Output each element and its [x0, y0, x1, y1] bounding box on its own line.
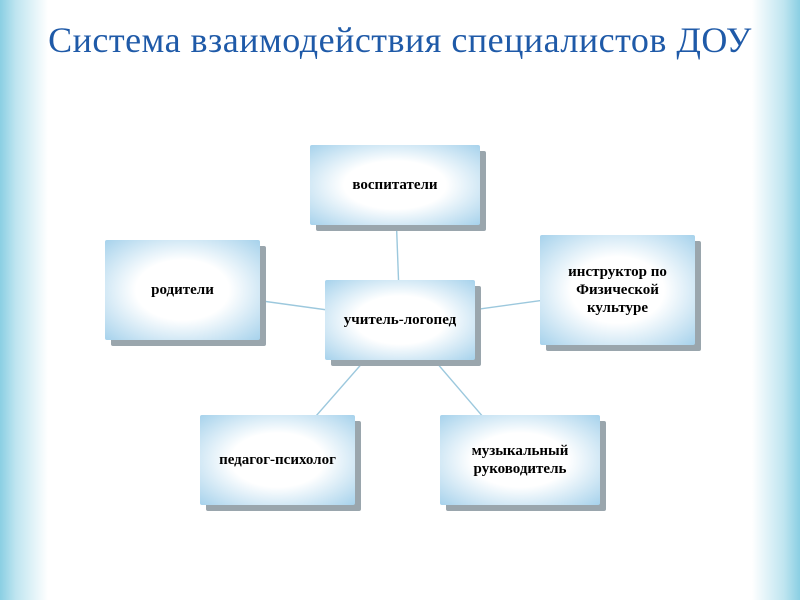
- diagram-canvas: учитель-логопед воспитатели инструктор по …: [0, 0, 800, 600]
- diagram-node-left: родители: [105, 240, 260, 340]
- diagram-node-bottom_left: педагог-психолог: [200, 415, 355, 505]
- node-label: родители: [151, 281, 214, 299]
- diagram-node-center: учитель-логопед: [325, 280, 475, 360]
- node-face: музыкальный руководитель: [440, 415, 600, 505]
- node-label: педагог-психолог: [219, 451, 336, 469]
- diagram-node-right: инструктор по Физической культуре: [540, 235, 695, 345]
- node-face: учитель-логопед: [325, 280, 475, 360]
- diagram-node-bottom_right: музыкальный руководитель: [440, 415, 600, 505]
- node-face: родители: [105, 240, 260, 340]
- node-label: воспитатели: [352, 176, 437, 194]
- diagram-node-top: воспитатели: [310, 145, 480, 225]
- node-face: педагог-психолог: [200, 415, 355, 505]
- node-label: инструктор по Физической культуре: [546, 263, 689, 317]
- node-label: музыкальный руководитель: [446, 442, 594, 478]
- node-face: инструктор по Физической культуре: [540, 235, 695, 345]
- node-label: учитель-логопед: [344, 311, 457, 329]
- slide: Система взаимодействия специалистов ДОУ …: [0, 0, 800, 600]
- node-face: воспитатели: [310, 145, 480, 225]
